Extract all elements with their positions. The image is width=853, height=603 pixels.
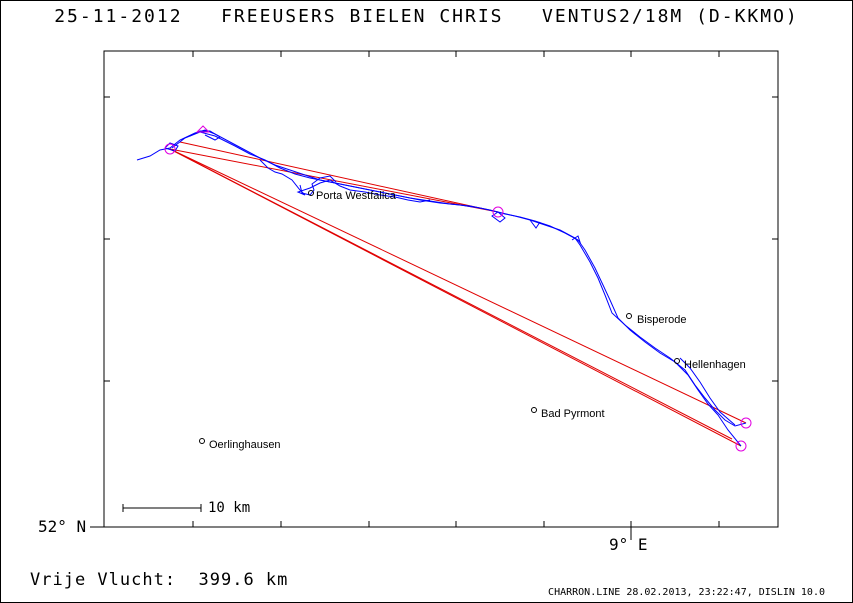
plot-border: [103, 50, 779, 528]
credit-line: CHARRON.LINE 28.02.2013, 23:22:47, DISLI…: [548, 587, 825, 598]
place-label-oerlinghausen: Oerlinghausen: [209, 439, 281, 451]
task-lines: [169, 141, 747, 447]
place-marker-bisperode: [626, 313, 632, 319]
top-ticks: [192, 51, 720, 57]
place-marker-oerlinghausen: [199, 438, 205, 444]
longitude-label: 9° E: [609, 535, 648, 554]
bottom-ticks: [90, 521, 720, 540]
left-ticks: [104, 96, 110, 382]
page-title: 25-11-2012 FREEUSERS BIELEN CHRIS VENTUS…: [0, 6, 853, 27]
place-label-hellenhagen: Hellenhagen: [684, 359, 746, 371]
place-marker-hellenhagen: [674, 358, 680, 364]
place-label-porta-westfalica: Porta Westfalica: [316, 190, 396, 202]
scale-label: 10 km: [208, 500, 251, 516]
right-ticks: [772, 96, 778, 382]
place-label-bisperode: Bisperode: [637, 314, 687, 326]
place-markers: [199, 190, 680, 444]
latitude-label: 52° N: [38, 517, 87, 536]
scale-bar: [122, 504, 202, 512]
distance-readout: Vrije Vlucht: 399.6 km: [30, 570, 289, 590]
place-label-bad-pyrmont: Bad Pyrmont: [541, 408, 605, 420]
glider-name: VENTUS2/18M (D-KKMO): [542, 6, 799, 27]
pilot-name: FREEUSERS BIELEN CHRIS: [221, 6, 504, 27]
flight-track: [136, 129, 747, 447]
place-marker-bad-pyrmont: [531, 407, 537, 413]
place-marker-porta-westfalica: [308, 190, 314, 196]
turnpoints: [164, 125, 752, 452]
flight-date: 25-11-2012: [54, 6, 183, 27]
